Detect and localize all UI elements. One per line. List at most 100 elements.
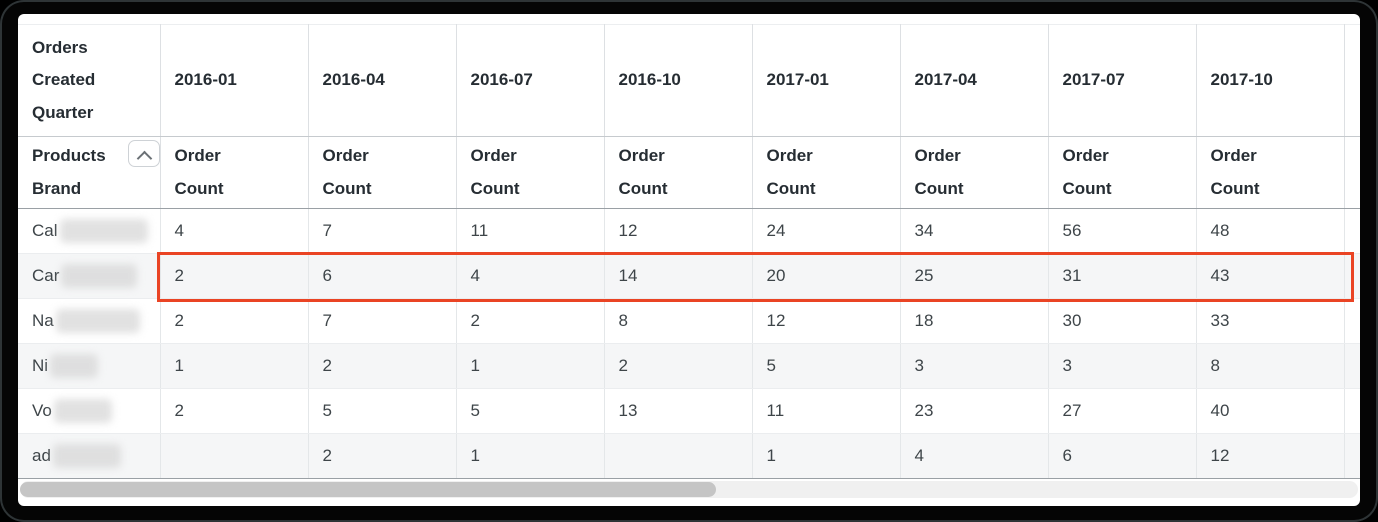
brand-name: Cal <box>32 219 150 243</box>
scrollbar-thumb[interactable] <box>20 482 716 497</box>
value-cell-Na-2016-07[interactable]: 2 <box>456 298 605 344</box>
value-cell-Vo-2017-04[interactable]: 23 <box>900 388 1049 434</box>
value-cell-Car-2016-07[interactable]: 4 <box>456 253 605 299</box>
value-cell-Vo-2017-10[interactable]: 40 <box>1196 388 1345 434</box>
partial-value-cell <box>1344 253 1360 299</box>
column-header-2016-10[interactable]: 2016-10 <box>604 24 753 137</box>
pivot-table-container: Orders Created Quarter 2016-01 2016-04 2016… <box>18 14 1360 479</box>
brand-name-prefix: Car <box>32 266 60 285</box>
table-body: Cal 4 7 11 12 24 34 56 48 Car 2 6 4 14 20 25 31 43 Na 2 7 2 8 1… <box>18 208 1360 479</box>
value-cell-Car-2017-04[interactable]: 25 <box>900 253 1049 299</box>
value-cell-ad-2017-01[interactable]: 1 <box>752 433 901 479</box>
value-cell-ad-2017-04[interactable]: 4 <box>900 433 1049 479</box>
value-cell-Car-2017-07[interactable]: 31 <box>1048 253 1197 299</box>
row-dimension-label: Products Brand <box>32 140 159 205</box>
partial-measure-header <box>1344 136 1360 209</box>
value-cell-Na-2017-10[interactable]: 33 <box>1196 298 1345 344</box>
value-cell-Cal-2017-01[interactable]: 24 <box>752 208 901 254</box>
value-cell-Ni-2016-10[interactable]: 2 <box>604 343 753 389</box>
brand-name-prefix: Vo <box>32 401 52 420</box>
column-header-2017-07[interactable]: 2017-07 <box>1048 24 1197 137</box>
value-cell-Cal-2016-10[interactable]: 12 <box>604 208 753 254</box>
value-cell-Car-2017-10[interactable]: 43 <box>1196 253 1345 299</box>
value-cell-ad-2016-01[interactable] <box>160 433 309 479</box>
measure-header-order-count-2016-04[interactable]: Order Count <box>308 136 457 209</box>
column-header-2017-10[interactable]: 2017-10 <box>1196 24 1345 137</box>
value-cell-Ni-2016-07[interactable]: 1 <box>456 343 605 389</box>
column-header-2017-01[interactable]: 2017-01 <box>752 24 901 137</box>
value-cell-Cal-2016-07[interactable]: 11 <box>456 208 605 254</box>
value-cell-Na-2017-07[interactable]: 30 <box>1048 298 1197 344</box>
value-cell-Car-2016-01[interactable]: 2 <box>160 253 309 299</box>
value-cell-Vo-2017-07[interactable]: 27 <box>1048 388 1197 434</box>
value-cell-Vo-2016-01[interactable]: 2 <box>160 388 309 434</box>
value-cell-Vo-2016-04[interactable]: 5 <box>308 388 457 434</box>
collapse-header-button[interactable] <box>128 140 159 168</box>
partial-value-cell <box>1344 298 1360 344</box>
value-cell-Cal-2017-10[interactable]: 48 <box>1196 208 1345 254</box>
brand-name-prefix: ad <box>32 446 51 465</box>
value-cell-ad-2016-10[interactable] <box>604 433 753 479</box>
value-cell-Ni-2016-01[interactable]: 1 <box>160 343 309 389</box>
value-cell-Na-2016-10[interactable]: 8 <box>604 298 753 344</box>
value-cell-Vo-2016-10[interactable]: 13 <box>604 388 753 434</box>
value-cell-Car-2016-10[interactable]: 14 <box>604 253 753 299</box>
value-cell-Ni-2017-04[interactable]: 3 <box>900 343 1049 389</box>
brand-cell-ad[interactable]: ad <box>18 433 161 479</box>
value-cell-Ni-2017-10[interactable]: 8 <box>1196 343 1345 389</box>
brand-cell-Na[interactable]: Na <box>18 298 161 344</box>
measure-header-order-count-2017-04[interactable]: Order Count <box>900 136 1049 209</box>
value-cell-Cal-2017-04[interactable]: 34 <box>900 208 1049 254</box>
value-cell-ad-2017-07[interactable]: 6 <box>1048 433 1197 479</box>
brand-name: Vo <box>32 399 150 423</box>
value-cell-Vo-2016-07[interactable]: 5 <box>456 388 605 434</box>
value-cell-Na-2017-04[interactable]: 18 <box>900 298 1049 344</box>
value-cell-Car-2017-01[interactable]: 20 <box>752 253 901 299</box>
measure-header-label: Order Count <box>618 146 668 198</box>
value-cell-Car-2016-04[interactable]: 6 <box>308 253 457 299</box>
measure-header-label: Order Count <box>766 146 816 198</box>
table-row-Vo: Vo 2 5 5 13 11 23 27 40 <box>18 388 1360 434</box>
column-header-2016-04[interactable]: 2016-04 <box>308 24 457 137</box>
column-header-2017-04[interactable]: 2017-04 <box>900 24 1049 137</box>
value-cell-Na-2016-01[interactable]: 2 <box>160 298 309 344</box>
value-cell-Cal-2017-07[interactable]: 56 <box>1048 208 1197 254</box>
value-cell-ad-2016-07[interactable]: 1 <box>456 433 605 479</box>
measure-header-order-count-2016-07[interactable]: Order Count <box>456 136 605 209</box>
value-cell-Na-2016-04[interactable]: 7 <box>308 298 457 344</box>
measure-header-order-count-2017-07[interactable]: Order Count <box>1048 136 1197 209</box>
measure-header-order-count-2017-10[interactable]: Order Count <box>1196 136 1345 209</box>
brand-name-prefix: Cal <box>32 221 58 240</box>
brand-cell-Car[interactable]: Car <box>18 253 161 299</box>
value-cell-Cal-2016-04[interactable]: 7 <box>308 208 457 254</box>
partial-value-cell <box>1344 343 1360 389</box>
measure-header-order-count-2016-10[interactable]: Order Count <box>604 136 753 209</box>
value-cell-Na-2017-01[interactable]: 12 <box>752 298 901 344</box>
value-cell-Cal-2016-01[interactable]: 4 <box>160 208 309 254</box>
column-header-2016-01[interactable]: 2016-01 <box>160 24 309 137</box>
corner-header-orders-created-quarter[interactable]: Orders Created Quarter <box>18 24 161 137</box>
brand-cell-Vo[interactable]: Vo <box>18 388 161 434</box>
measure-header-label: Order Count <box>322 146 372 198</box>
value-cell-ad-2017-10[interactable]: 12 <box>1196 433 1345 479</box>
value-cell-Vo-2017-01[interactable]: 11 <box>752 388 901 434</box>
table-header: Orders Created Quarter 2016-01 2016-04 2016… <box>18 24 1360 209</box>
row-dimension-header-products-brand[interactable]: Products Brand <box>18 136 161 209</box>
column-header-2016-07[interactable]: 2016-07 <box>456 24 605 137</box>
brand-name: Na <box>32 309 150 333</box>
partial-value-cell <box>1344 388 1360 434</box>
measure-header-label: Order Count <box>1210 146 1260 198</box>
measure-header-order-count-2017-01[interactable]: Order Count <box>752 136 901 209</box>
horizontal-scrollbar[interactable] <box>20 481 1358 498</box>
value-cell-Ni-2016-04[interactable]: 2 <box>308 343 457 389</box>
brand-cell-Ni[interactable]: Ni <box>18 343 161 389</box>
value-cell-Ni-2017-01[interactable]: 5 <box>752 343 901 389</box>
value-cell-ad-2016-04[interactable]: 2 <box>308 433 457 479</box>
measure-header-label: Order Count <box>174 146 224 198</box>
value-cell-Ni-2017-07[interactable]: 3 <box>1048 343 1197 389</box>
partial-value-cell <box>1344 208 1360 254</box>
measure-header-order-count-2016-01[interactable]: Order Count <box>160 136 309 209</box>
chevron-up-icon <box>136 150 152 167</box>
brand-cell-Cal[interactable]: Cal <box>18 208 161 254</box>
